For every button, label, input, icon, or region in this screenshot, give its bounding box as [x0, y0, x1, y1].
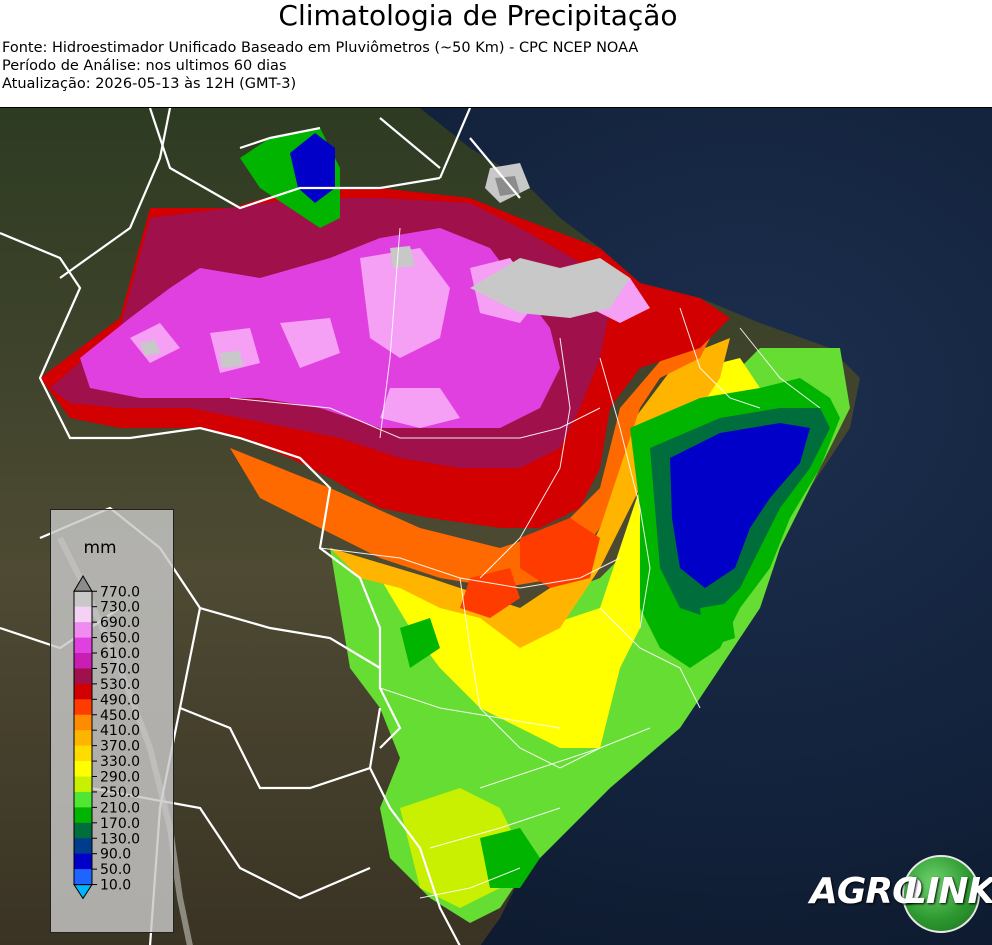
- legend-swatch: [74, 668, 92, 685]
- legend-swatch: [74, 807, 92, 824]
- legend-swatch: [74, 637, 92, 654]
- legend-swatch: [74, 653, 92, 669]
- legend-tick-label: 410.0: [100, 723, 140, 739]
- legend-bar-outline: [73, 590, 93, 886]
- legend-swatch: [74, 761, 92, 778]
- legend-tick-label: 490.0: [100, 692, 140, 708]
- legend-swatch: [74, 838, 92, 855]
- legend-swatch: [74, 622, 92, 639]
- legend-tick-label: 770.0: [100, 584, 140, 600]
- legend-panel: mm 770.0 730.0 690.0 650.0 610.0 570.0 530.0 49…: [50, 509, 174, 933]
- map-title: Climatologia de Precipitação: [278, 0, 678, 32]
- legend-swatch: [74, 745, 92, 762]
- legend-tick-label: 530.0: [100, 677, 140, 693]
- legend-colorbar: 770.0730.0690.0650.0610.0570.0530.0490.0…: [73, 575, 140, 900]
- legend-swatch: [74, 730, 92, 747]
- legend-swatch: [74, 683, 92, 700]
- legend-tick-label: 210.0: [100, 800, 140, 816]
- legend-tick-label: 570.0: [100, 661, 140, 677]
- legend-swatch: [74, 869, 92, 886]
- legend-tick-label: 290.0: [100, 770, 140, 786]
- legend-tick-label: 130.0: [100, 831, 140, 847]
- legend-tick-label: 50.0: [100, 862, 131, 878]
- legend-tick-label: 730.0: [100, 600, 140, 616]
- state-borders: [229, 227, 821, 899]
- logo-circle: [902, 855, 980, 933]
- legend-tick-label: 10.0: [100, 878, 131, 894]
- legend-tick-label: 690.0: [100, 615, 140, 631]
- legend-tick-label: 450.0: [100, 708, 140, 724]
- legend-tick-label: 250.0: [100, 785, 140, 801]
- source-text: Fonte: Hidroestimador Unificado Baseado …: [2, 40, 639, 56]
- update-text: Atualização: 2026-05-13 às 12H (GMT-3): [2, 76, 297, 92]
- legend-tick-label: 650.0: [100, 631, 140, 647]
- legend-swatch: [74, 591, 92, 608]
- legend-swatch: [74, 699, 92, 716]
- legend-swatch: [74, 791, 92, 808]
- legend-swatch: [74, 853, 92, 870]
- legend-swatch: [74, 714, 92, 731]
- legend-unit-label: mm: [83, 538, 117, 558]
- legend-min-arrow: [73, 884, 93, 900]
- legend-tick-label: 90.0: [100, 847, 131, 863]
- legend-swatch: [74, 606, 92, 623]
- legend-tick-label: 370.0: [100, 739, 140, 755]
- period-text: Período de Análise: nos ultimos 60 dias: [2, 58, 287, 74]
- logo-text-agro: AGRO: [810, 871, 923, 912]
- legend-tick-label: 170.0: [100, 816, 140, 832]
- legend-swatch: [74, 776, 92, 793]
- legend-max-arrow: [73, 575, 93, 592]
- legend-swatch: [74, 822, 92, 839]
- logo-text-link: LINK: [904, 871, 992, 912]
- legend-tick-label: 330.0: [100, 754, 140, 770]
- legend-tick-label: 610.0: [100, 646, 140, 662]
- agrolink-logo: AGRO LINK: [806, 853, 992, 933]
- precip-field: [40, 128, 850, 923]
